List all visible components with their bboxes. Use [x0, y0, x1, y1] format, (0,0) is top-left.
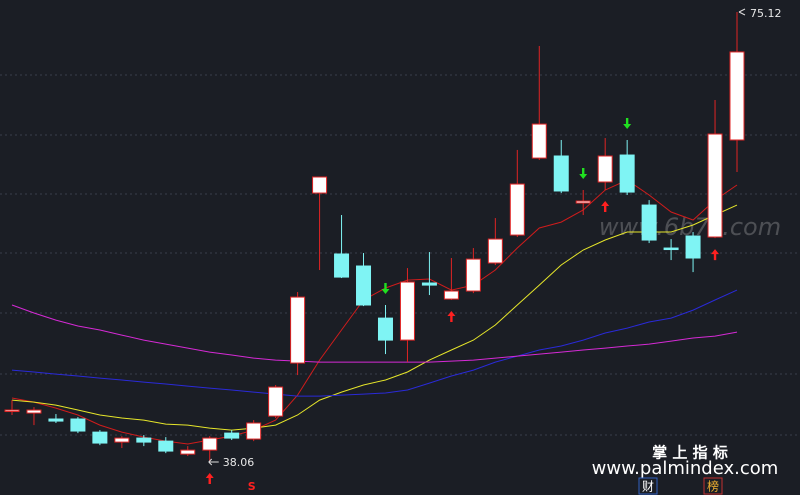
buy-signal [711, 249, 720, 261]
tab[interactable]: 财 [642, 480, 654, 494]
candle-body [4, 409, 20, 413]
candle-body [421, 282, 437, 286]
max-pointer [738, 8, 746, 16]
ma-line [11, 304, 738, 363]
candle-body [246, 422, 262, 440]
candle-body [443, 290, 459, 300]
sell-signal [623, 117, 632, 129]
candle-body [312, 176, 328, 194]
candle-body [707, 133, 723, 238]
candle-body [268, 386, 284, 417]
site: www.palmindex.com [592, 458, 779, 479]
candle-body [136, 437, 152, 443]
candle-body [553, 155, 569, 192]
candle-body [48, 418, 64, 422]
brand: 掌 上 指 标 [652, 444, 728, 462]
buy-signal [447, 311, 456, 323]
candle-body [224, 432, 240, 439]
plot: 75.12 38.06 S [4, 7, 782, 493]
tab-frame [638, 477, 658, 495]
candle-body [729, 51, 745, 141]
candle-body [685, 235, 701, 259]
min-label: 38.06 [223, 456, 255, 469]
ma-line [11, 204, 738, 431]
candle-body [70, 418, 86, 432]
candle-body [202, 437, 218, 451]
candle-body [158, 440, 174, 452]
min-pointer [208, 458, 219, 466]
candle-body [180, 449, 196, 455]
ma-line [11, 179, 738, 445]
candle-body [663, 247, 679, 251]
signal-text: S [248, 480, 256, 493]
buy-signal [601, 201, 610, 213]
candle-body [575, 200, 591, 204]
candle-body [377, 317, 393, 341]
candle-body [619, 154, 635, 193]
candle-body [399, 281, 415, 341]
candle-body [114, 437, 130, 443]
candle-body [26, 409, 42, 414]
candle-body [531, 123, 547, 159]
max-label: 75.12 [750, 7, 782, 20]
tab-frame [703, 477, 723, 495]
sell-signal [381, 282, 390, 294]
buy-signal [205, 473, 214, 484]
candle-body [641, 204, 657, 241]
candle-body [465, 258, 481, 292]
candle-body [597, 155, 613, 183]
candle-body [487, 238, 503, 264]
candle-body [290, 296, 306, 364]
tab[interactable]: 榜 [707, 479, 719, 494]
candle-body [509, 183, 525, 236]
candle-body [356, 265, 372, 306]
grid [0, 74, 800, 436]
candle-body [92, 431, 108, 444]
candle-body [334, 253, 350, 278]
ma-line [11, 289, 738, 397]
sell-signal [579, 168, 588, 180]
